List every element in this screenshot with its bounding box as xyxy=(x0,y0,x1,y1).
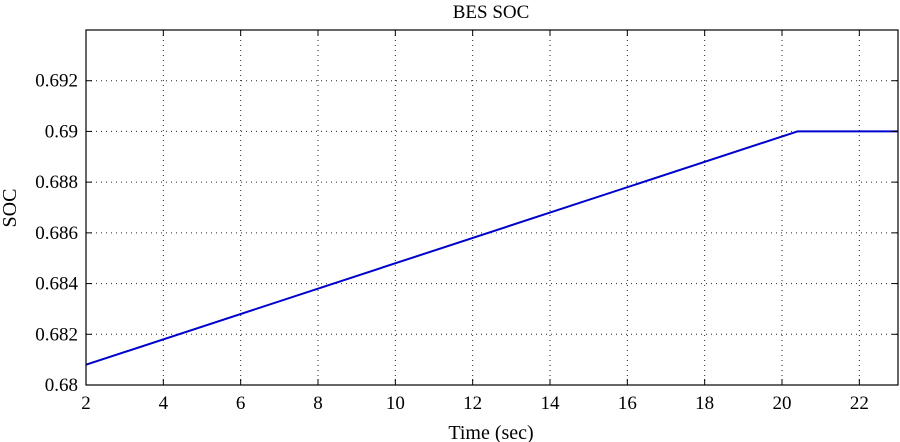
x-tick-label: 8 xyxy=(313,393,323,414)
y-tick-label: 0.684 xyxy=(35,274,78,295)
y-tick-label: 0.686 xyxy=(35,223,78,244)
x-tick-label: 22 xyxy=(850,393,869,414)
soc-series-line xyxy=(85,130,898,366)
series-layer xyxy=(85,130,898,366)
chart-title: BES SOC xyxy=(453,2,530,23)
x-tick-label: 4 xyxy=(159,393,169,414)
x-tick-label: 12 xyxy=(463,393,482,414)
x-tick-label: 10 xyxy=(386,393,405,414)
y-tick-label: 0.682 xyxy=(35,324,78,345)
x-tick-label: 18 xyxy=(695,393,714,414)
x-tick-label: 20 xyxy=(773,393,792,414)
y-tick-label: 0.68 xyxy=(45,375,78,396)
x-tick-label: 14 xyxy=(541,393,561,414)
label-layer: 2 4 6 8 10 12 14 16 18 20 22 0.68 0.682 0.684 0.686 0.6… xyxy=(35,71,869,414)
y-tick-label: 0.688 xyxy=(35,172,78,193)
grid-layer xyxy=(86,30,898,385)
x-axis-label: Time (sec) xyxy=(448,422,533,442)
y-tick-label: 0.692 xyxy=(35,71,78,92)
tick-layer xyxy=(85,30,898,386)
plot-frame xyxy=(85,29,899,386)
y-axis-label: SOC xyxy=(0,189,21,228)
x-tick-label: 16 xyxy=(618,393,637,414)
y-tick-label: 0.69 xyxy=(45,121,78,142)
x-tick-label: 2 xyxy=(81,393,91,414)
x-tick-label: 6 xyxy=(236,393,246,414)
